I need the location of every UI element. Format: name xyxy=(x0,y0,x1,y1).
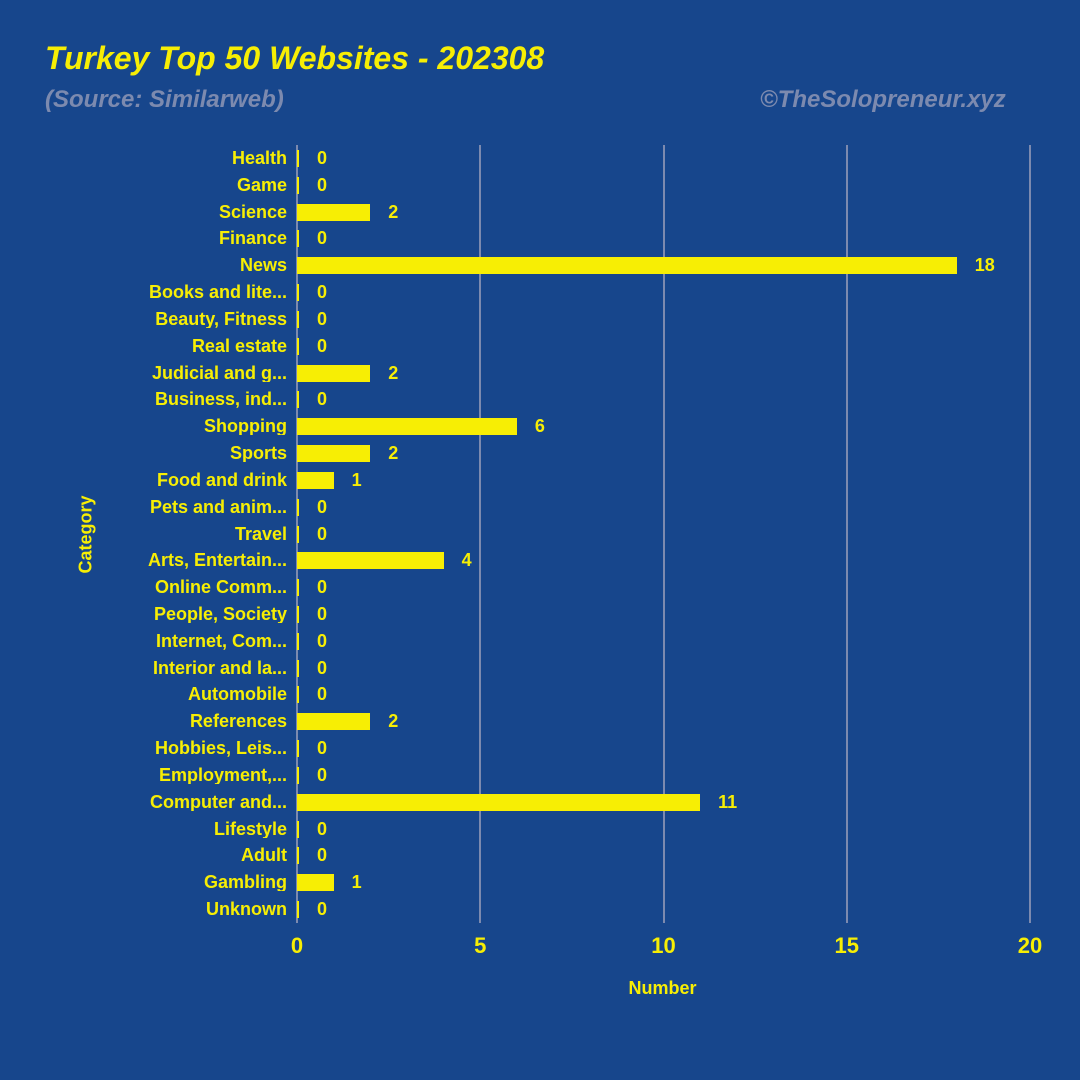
gridline xyxy=(1029,145,1031,923)
bar xyxy=(297,257,957,274)
bar xyxy=(297,499,299,516)
category-label: Judicial and g... xyxy=(152,365,287,382)
category-label: Employment,... xyxy=(159,767,287,784)
bar xyxy=(297,150,299,167)
bar xyxy=(297,552,444,569)
x-tick: 5 xyxy=(474,933,486,959)
bar-value: 0 xyxy=(317,230,327,247)
category-label: Business, ind... xyxy=(155,391,287,408)
bar-value: 2 xyxy=(388,365,398,382)
plot-area: 05101520Health0Game0Science2Finance0News… xyxy=(297,145,1030,923)
chart-title: Turkey Top 50 Websites - 202308 xyxy=(45,40,544,77)
category-label: Game xyxy=(237,177,287,194)
bar xyxy=(297,901,299,918)
bar-value: 0 xyxy=(317,633,327,650)
y-axis-label: Category xyxy=(76,495,97,573)
bar-value: 4 xyxy=(462,552,472,569)
bar-value: 0 xyxy=(317,740,327,757)
category-label: Pets and anim... xyxy=(150,499,287,516)
bar xyxy=(297,633,299,650)
category-label: News xyxy=(240,257,287,274)
bar-value: 2 xyxy=(388,445,398,462)
bar-value: 0 xyxy=(317,847,327,864)
bar-value: 2 xyxy=(388,204,398,221)
category-label: People, Society xyxy=(154,606,287,623)
category-label: Food and drink xyxy=(157,472,287,489)
category-label: Shopping xyxy=(204,418,287,435)
bar-value: 0 xyxy=(317,526,327,543)
category-label: Lifestyle xyxy=(214,821,287,838)
bar xyxy=(297,472,334,489)
category-label: Adult xyxy=(241,847,287,864)
bar-value: 0 xyxy=(317,311,327,328)
bar xyxy=(297,391,299,408)
bar xyxy=(297,713,370,730)
bar-value: 0 xyxy=(317,177,327,194)
x-axis-label: Number xyxy=(629,978,697,999)
category-label: Interior and la... xyxy=(153,660,287,677)
bar-value: 0 xyxy=(317,821,327,838)
category-label: Beauty, Fitness xyxy=(155,311,287,328)
bar xyxy=(297,365,370,382)
x-tick: 10 xyxy=(651,933,675,959)
bar xyxy=(297,445,370,462)
bar xyxy=(297,579,299,596)
bar xyxy=(297,230,299,247)
category-label: Finance xyxy=(219,230,287,247)
bar xyxy=(297,338,299,355)
bar xyxy=(297,606,299,623)
bar xyxy=(297,821,299,838)
bar xyxy=(297,847,299,864)
category-label: Health xyxy=(232,150,287,167)
bar-value: 0 xyxy=(317,579,327,596)
bar-value: 0 xyxy=(317,901,327,918)
bar-value: 0 xyxy=(317,499,327,516)
category-label: References xyxy=(190,713,287,730)
x-tick: 0 xyxy=(291,933,303,959)
bar xyxy=(297,204,370,221)
x-tick: 15 xyxy=(835,933,859,959)
bar-value: 1 xyxy=(352,472,362,489)
bar xyxy=(297,177,299,194)
bar xyxy=(297,794,700,811)
bar-value: 0 xyxy=(317,606,327,623)
chart-credit: ©TheSolopreneur.xyz xyxy=(760,86,1006,114)
bar-value: 0 xyxy=(317,660,327,677)
category-label: Automobile xyxy=(188,686,287,703)
bar-value: 0 xyxy=(317,391,327,408)
category-label: Gambling xyxy=(204,874,287,891)
bar-value: 6 xyxy=(535,418,545,435)
category-label: Computer and... xyxy=(150,794,287,811)
bar-value: 0 xyxy=(317,338,327,355)
category-label: Hobbies, Leis... xyxy=(155,740,287,757)
bar xyxy=(297,767,299,784)
bar xyxy=(297,686,299,703)
bar-value: 18 xyxy=(975,257,995,274)
category-label: Travel xyxy=(235,526,287,543)
bar xyxy=(297,740,299,757)
category-label: Real estate xyxy=(192,338,287,355)
bar-value: 0 xyxy=(317,284,327,301)
category-label: Internet, Com... xyxy=(156,633,287,650)
bar-value: 0 xyxy=(317,767,327,784)
bar xyxy=(297,311,299,328)
chart-subtitle: (Source: Similarweb) xyxy=(45,86,284,114)
bar-value: 2 xyxy=(388,713,398,730)
bar xyxy=(297,526,299,543)
category-label: Science xyxy=(219,204,287,221)
category-label: Sports xyxy=(230,445,287,462)
bar xyxy=(297,660,299,677)
bar-value: 11 xyxy=(718,794,737,811)
category-label: Online Comm... xyxy=(155,579,287,596)
category-label: Arts, Entertain... xyxy=(148,552,287,569)
bar xyxy=(297,284,299,301)
x-tick: 20 xyxy=(1018,933,1042,959)
category-label: Books and lite... xyxy=(149,284,287,301)
bar-value: 1 xyxy=(352,874,362,891)
category-label: Unknown xyxy=(206,901,287,918)
bar xyxy=(297,418,517,435)
bar xyxy=(297,874,334,891)
bar-value: 0 xyxy=(317,686,327,703)
bar-value: 0 xyxy=(317,150,327,167)
